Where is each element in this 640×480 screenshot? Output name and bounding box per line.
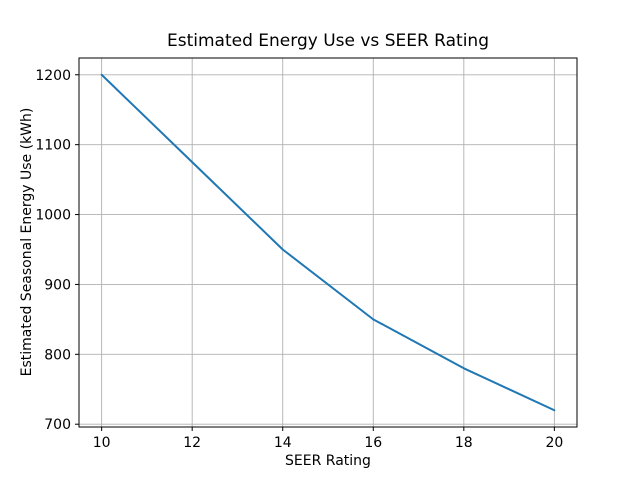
y-tick-label-1000: 1000	[35, 208, 71, 224]
energy-use-line	[100, 73, 556, 412]
x-tick-label-12: 12	[183, 435, 201, 451]
y-tick-label-1100: 1100	[35, 138, 71, 154]
x-tick-label-18: 18	[455, 435, 473, 451]
x-tick-label-10: 10	[93, 435, 111, 451]
x-axis-label: SEER Rating	[285, 453, 371, 469]
chart-title: Estimated Energy Use vs SEER Rating	[167, 31, 489, 51]
y-tick-label-1200: 1200	[35, 68, 71, 84]
x-tick-label-20: 20	[545, 435, 563, 451]
x-tick-label-14: 14	[274, 435, 292, 451]
axes-frame	[78, 57, 578, 428]
axes-background	[79, 58, 577, 427]
x-tick-label-16: 16	[364, 435, 382, 451]
y-axis-label: Estimated Seasonal Energy Use (kWh)	[19, 107, 35, 377]
y-tick-label-900: 900	[44, 277, 71, 293]
y-tick-label-800: 800	[44, 347, 71, 363]
y-tick-label-700: 700	[44, 417, 71, 433]
